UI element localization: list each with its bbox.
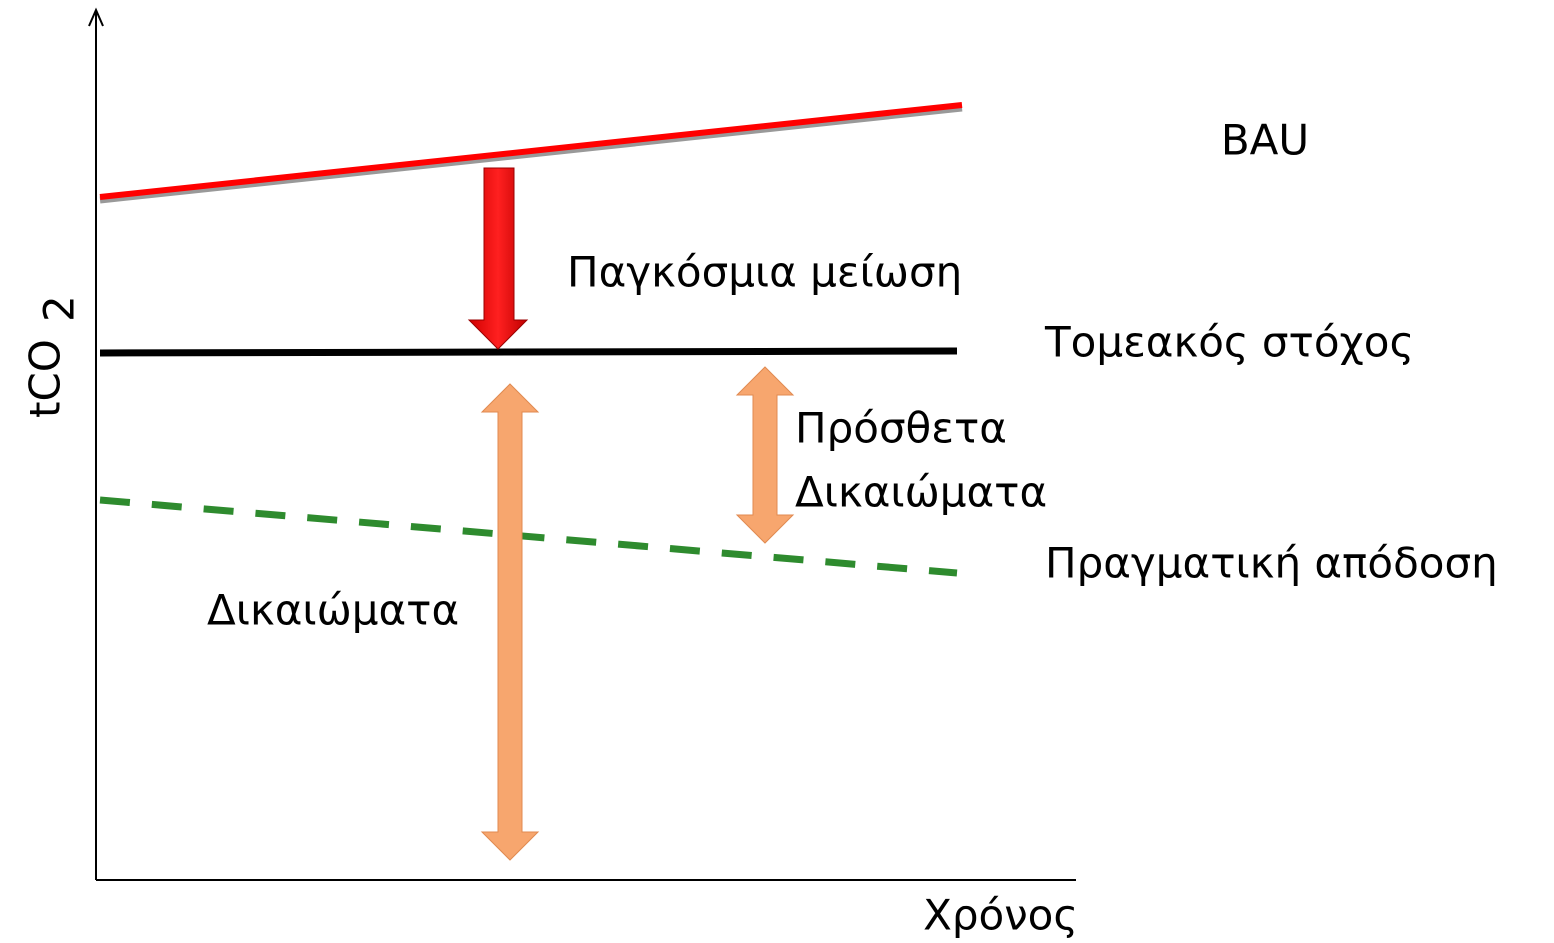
bau-label: BAU: [1221, 116, 1309, 165]
global-reduction-label: Παγκόσμια μείωση: [567, 248, 962, 297]
sector-target-line: [99, 347, 958, 357]
x-axis-label: Χρόνος: [923, 891, 1078, 940]
allowances-arrow: [480, 383, 540, 861]
additional-allowances-arrow: [735, 366, 795, 544]
sector-target-label: Τομεακός στόχος: [1044, 318, 1414, 367]
y-axis-label: tCO 2: [21, 295, 84, 418]
y-axis-arrowhead: [88, 7, 104, 27]
actual-performance-label: Πραγματική απόδοση: [1045, 539, 1498, 588]
y-axis-label-subscript: 2: [35, 295, 84, 322]
reduction-arrow: [467, 167, 529, 350]
additional-allowances-label: Δικαιώματα: [795, 468, 1047, 517]
allowances-label: Δικαιώματα: [207, 586, 459, 635]
actual-performance-line: [99, 496, 958, 577]
bau-line: [99, 102, 963, 200]
y-axis-label-text: tCO: [21, 339, 70, 418]
additional-allowances-label: Πρόσθετα: [795, 404, 1007, 453]
